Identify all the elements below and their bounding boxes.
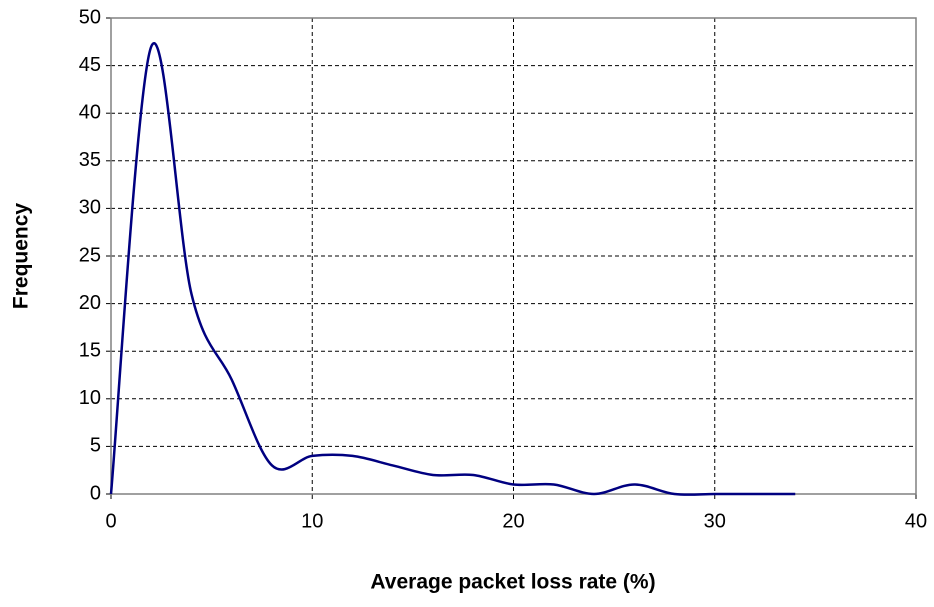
- x-tick-label: 20: [502, 510, 524, 532]
- y-tick-label: 30: [79, 197, 101, 219]
- y-tick-label: 15: [79, 339, 101, 361]
- x-tick-label: 10: [301, 510, 323, 532]
- x-axis-title: Average packet loss rate (%): [370, 571, 655, 594]
- data-line: [109, 42, 796, 496]
- y-tick-label: 25: [79, 244, 101, 266]
- y-tick-label: 35: [79, 149, 101, 171]
- y-tick-label: 0: [90, 482, 101, 504]
- x-tick-label: 0: [105, 510, 116, 532]
- y-axis-title: Frequency: [10, 203, 33, 310]
- plot-border: [110, 17, 917, 495]
- y-tick-label: 50: [79, 6, 101, 28]
- y-tick-label: 45: [79, 54, 101, 76]
- y-tick-label: 5: [90, 435, 101, 457]
- x-tick-label: 30: [704, 510, 726, 532]
- x-tick-label: 40: [905, 510, 927, 532]
- y-tick-label: 10: [79, 387, 101, 409]
- y-tick-label: 40: [79, 101, 101, 123]
- y-tick-label: 20: [79, 292, 101, 314]
